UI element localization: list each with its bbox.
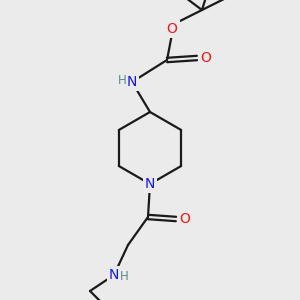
Text: N: N — [145, 177, 155, 191]
Text: O: O — [167, 22, 177, 36]
Text: N: N — [109, 268, 119, 282]
Text: H: H — [120, 269, 128, 283]
Text: O: O — [180, 212, 190, 226]
Text: H: H — [118, 74, 126, 86]
Text: N: N — [127, 75, 137, 89]
Text: O: O — [201, 51, 212, 65]
